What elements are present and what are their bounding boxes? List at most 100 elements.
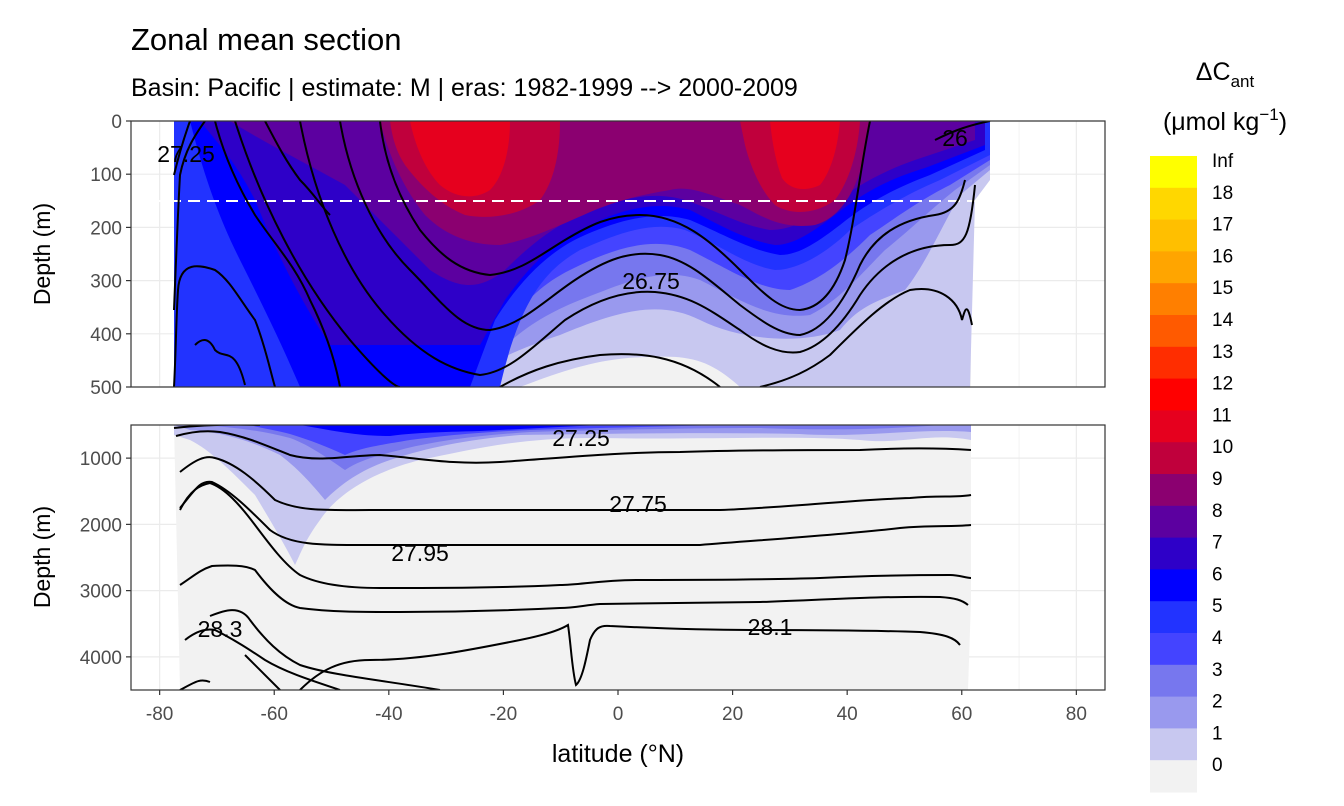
contour-label: 28.3 — [198, 616, 243, 642]
contour-label: 28.1 — [748, 614, 793, 640]
isopycnal-lower-6 — [179, 564, 969, 614]
legend-swatch — [1150, 283, 1197, 316]
legend-label: 13 — [1212, 342, 1233, 363]
legend-label: 14 — [1212, 310, 1234, 331]
upper-filled-contours — [174, 121, 990, 387]
legend-unit-superscript: −1 — [1259, 105, 1278, 124]
isopycnal-upper-6 — [264, 121, 331, 216]
chart-subtitle: Basin: Pacific | estimate: M | eras: 198… — [131, 74, 798, 102]
legend-label: 2 — [1212, 692, 1223, 713]
isopycnal-upper-12 — [759, 288, 973, 387]
band-5-6-lower — [300, 425, 600, 436]
contour-label: 27.25 — [552, 425, 610, 451]
isopycnal-lower-11 — [209, 609, 441, 690]
lower-isopycnals — [173, 425, 972, 690]
legend-label: 17 — [1212, 215, 1233, 236]
y-tick-label: 4000 — [80, 648, 122, 669]
x-tick-label: -60 — [261, 704, 288, 725]
legend-swatch — [1150, 156, 1197, 189]
lower-filled-contours — [174, 425, 971, 690]
upper-y-tick-labels: 0 100 200 300 400 500 — [90, 112, 131, 399]
legend-swatch — [1150, 410, 1197, 443]
x-tick-label: 20 — [722, 704, 743, 725]
legend-swatch — [1150, 346, 1197, 380]
legend-swatch — [1150, 633, 1197, 666]
x-axis: -80 -60 -40 -20 0 20 40 60 80 — [146, 690, 1087, 725]
legend-label: 7 — [1212, 533, 1223, 554]
legend-label: 9 — [1212, 469, 1223, 490]
isopycnal-lower-4 — [179, 480, 972, 547]
legend-title: ΔCant — [1196, 58, 1255, 91]
upper-contour-labels: 27.25 26.75 26 — [157, 125, 968, 294]
y-tick-label: 300 — [90, 272, 122, 293]
band-11-12-west — [410, 121, 510, 197]
legend-swatch — [1150, 505, 1197, 539]
legend-label: 6 — [1212, 564, 1223, 585]
legend-swatch — [1150, 474, 1197, 507]
legend-label: 4 — [1212, 628, 1223, 649]
legend-swatch — [1150, 664, 1197, 698]
legend-label: 5 — [1212, 596, 1223, 617]
lower-y-axis-label: Depth (m) — [29, 506, 55, 608]
isopycnal-upper-4 — [214, 121, 341, 387]
y-tick-label: 0 — [111, 112, 122, 133]
x-tick-label: -80 — [146, 704, 173, 725]
legend-title-subscript: ant — [1231, 72, 1255, 91]
isopycnal-lower-2 — [175, 430, 972, 464]
legend-label: 3 — [1212, 660, 1223, 681]
isopycnal-upper-11 — [499, 353, 721, 387]
upper-y-axis-label: Depth (m) — [29, 203, 55, 305]
isopycnal-lower-10 — [179, 679, 211, 690]
contour-label: 27.95 — [391, 540, 449, 566]
legend-label: 11 — [1212, 405, 1232, 426]
x-tick-label: 60 — [951, 704, 972, 725]
contour-label: 27.75 — [609, 491, 667, 517]
legend-swatch — [1150, 760, 1197, 793]
band-0-1-lower — [174, 425, 971, 690]
y-tick-label: 3000 — [80, 582, 122, 603]
x-tick-label: -20 — [490, 704, 517, 725]
contour-label: 26.75 — [622, 268, 680, 294]
isopycnal-upper-13 — [934, 121, 991, 141]
legend-swatch — [1150, 219, 1197, 252]
y-tick-label: 500 — [90, 378, 122, 399]
y-tick-label: 2000 — [80, 515, 122, 536]
isopycnal-lower-8 — [244, 654, 281, 690]
isopycnal-lower-3 — [179, 456, 972, 512]
chart-title: Zonal mean section — [131, 22, 402, 57]
lower-panel: 1000 2000 3000 4000 27.25 27.75 27.95 28.3 28.1… — [29, 424, 1106, 691]
legend-swatch — [1150, 378, 1197, 411]
legend-title-main: ΔC — [1196, 58, 1231, 86]
legend-label: 8 — [1212, 501, 1223, 522]
legend-label: Inf — [1212, 151, 1234, 172]
isopycnal-upper-5 — [194, 339, 246, 386]
contour-label: 26 — [942, 125, 968, 151]
upper-panel-border — [130, 120, 1106, 388]
lower-contour-labels: 27.25 27.75 27.95 28.3 28.1 — [198, 425, 793, 642]
legend-swatch — [1150, 728, 1197, 761]
band-11-12-east — [770, 121, 840, 190]
y-tick-label: 400 — [90, 325, 122, 346]
legend-label: 12 — [1212, 374, 1233, 395]
isopycnal-lower-7 — [184, 628, 341, 690]
legend-label: 10 — [1212, 437, 1233, 458]
legend-swatch — [1150, 569, 1197, 602]
legend-swatch — [1150, 601, 1197, 634]
isopycnal-upper-7 — [379, 121, 871, 312]
isopycnal-lower-1 — [173, 425, 260, 429]
legend-label: 16 — [1212, 246, 1233, 267]
isopycnal-upper-9 — [299, 121, 976, 377]
legend-label: 18 — [1212, 183, 1233, 204]
y-tick-label: 100 — [90, 165, 122, 186]
upper-panel: 0 100 200 300 400 500 27.25 26.75 26 Depth (m) — [29, 112, 1106, 399]
x-axis-label: latitude (°N) — [552, 740, 684, 768]
legend-swatch — [1150, 696, 1197, 729]
legend-label: 0 — [1212, 755, 1223, 776]
legend-swatch — [1150, 442, 1197, 475]
legend-swatch — [1150, 251, 1197, 284]
legend-swatch — [1150, 537, 1197, 570]
legend-label: 15 — [1212, 278, 1233, 299]
isopycnal-upper-3 — [173, 265, 276, 387]
